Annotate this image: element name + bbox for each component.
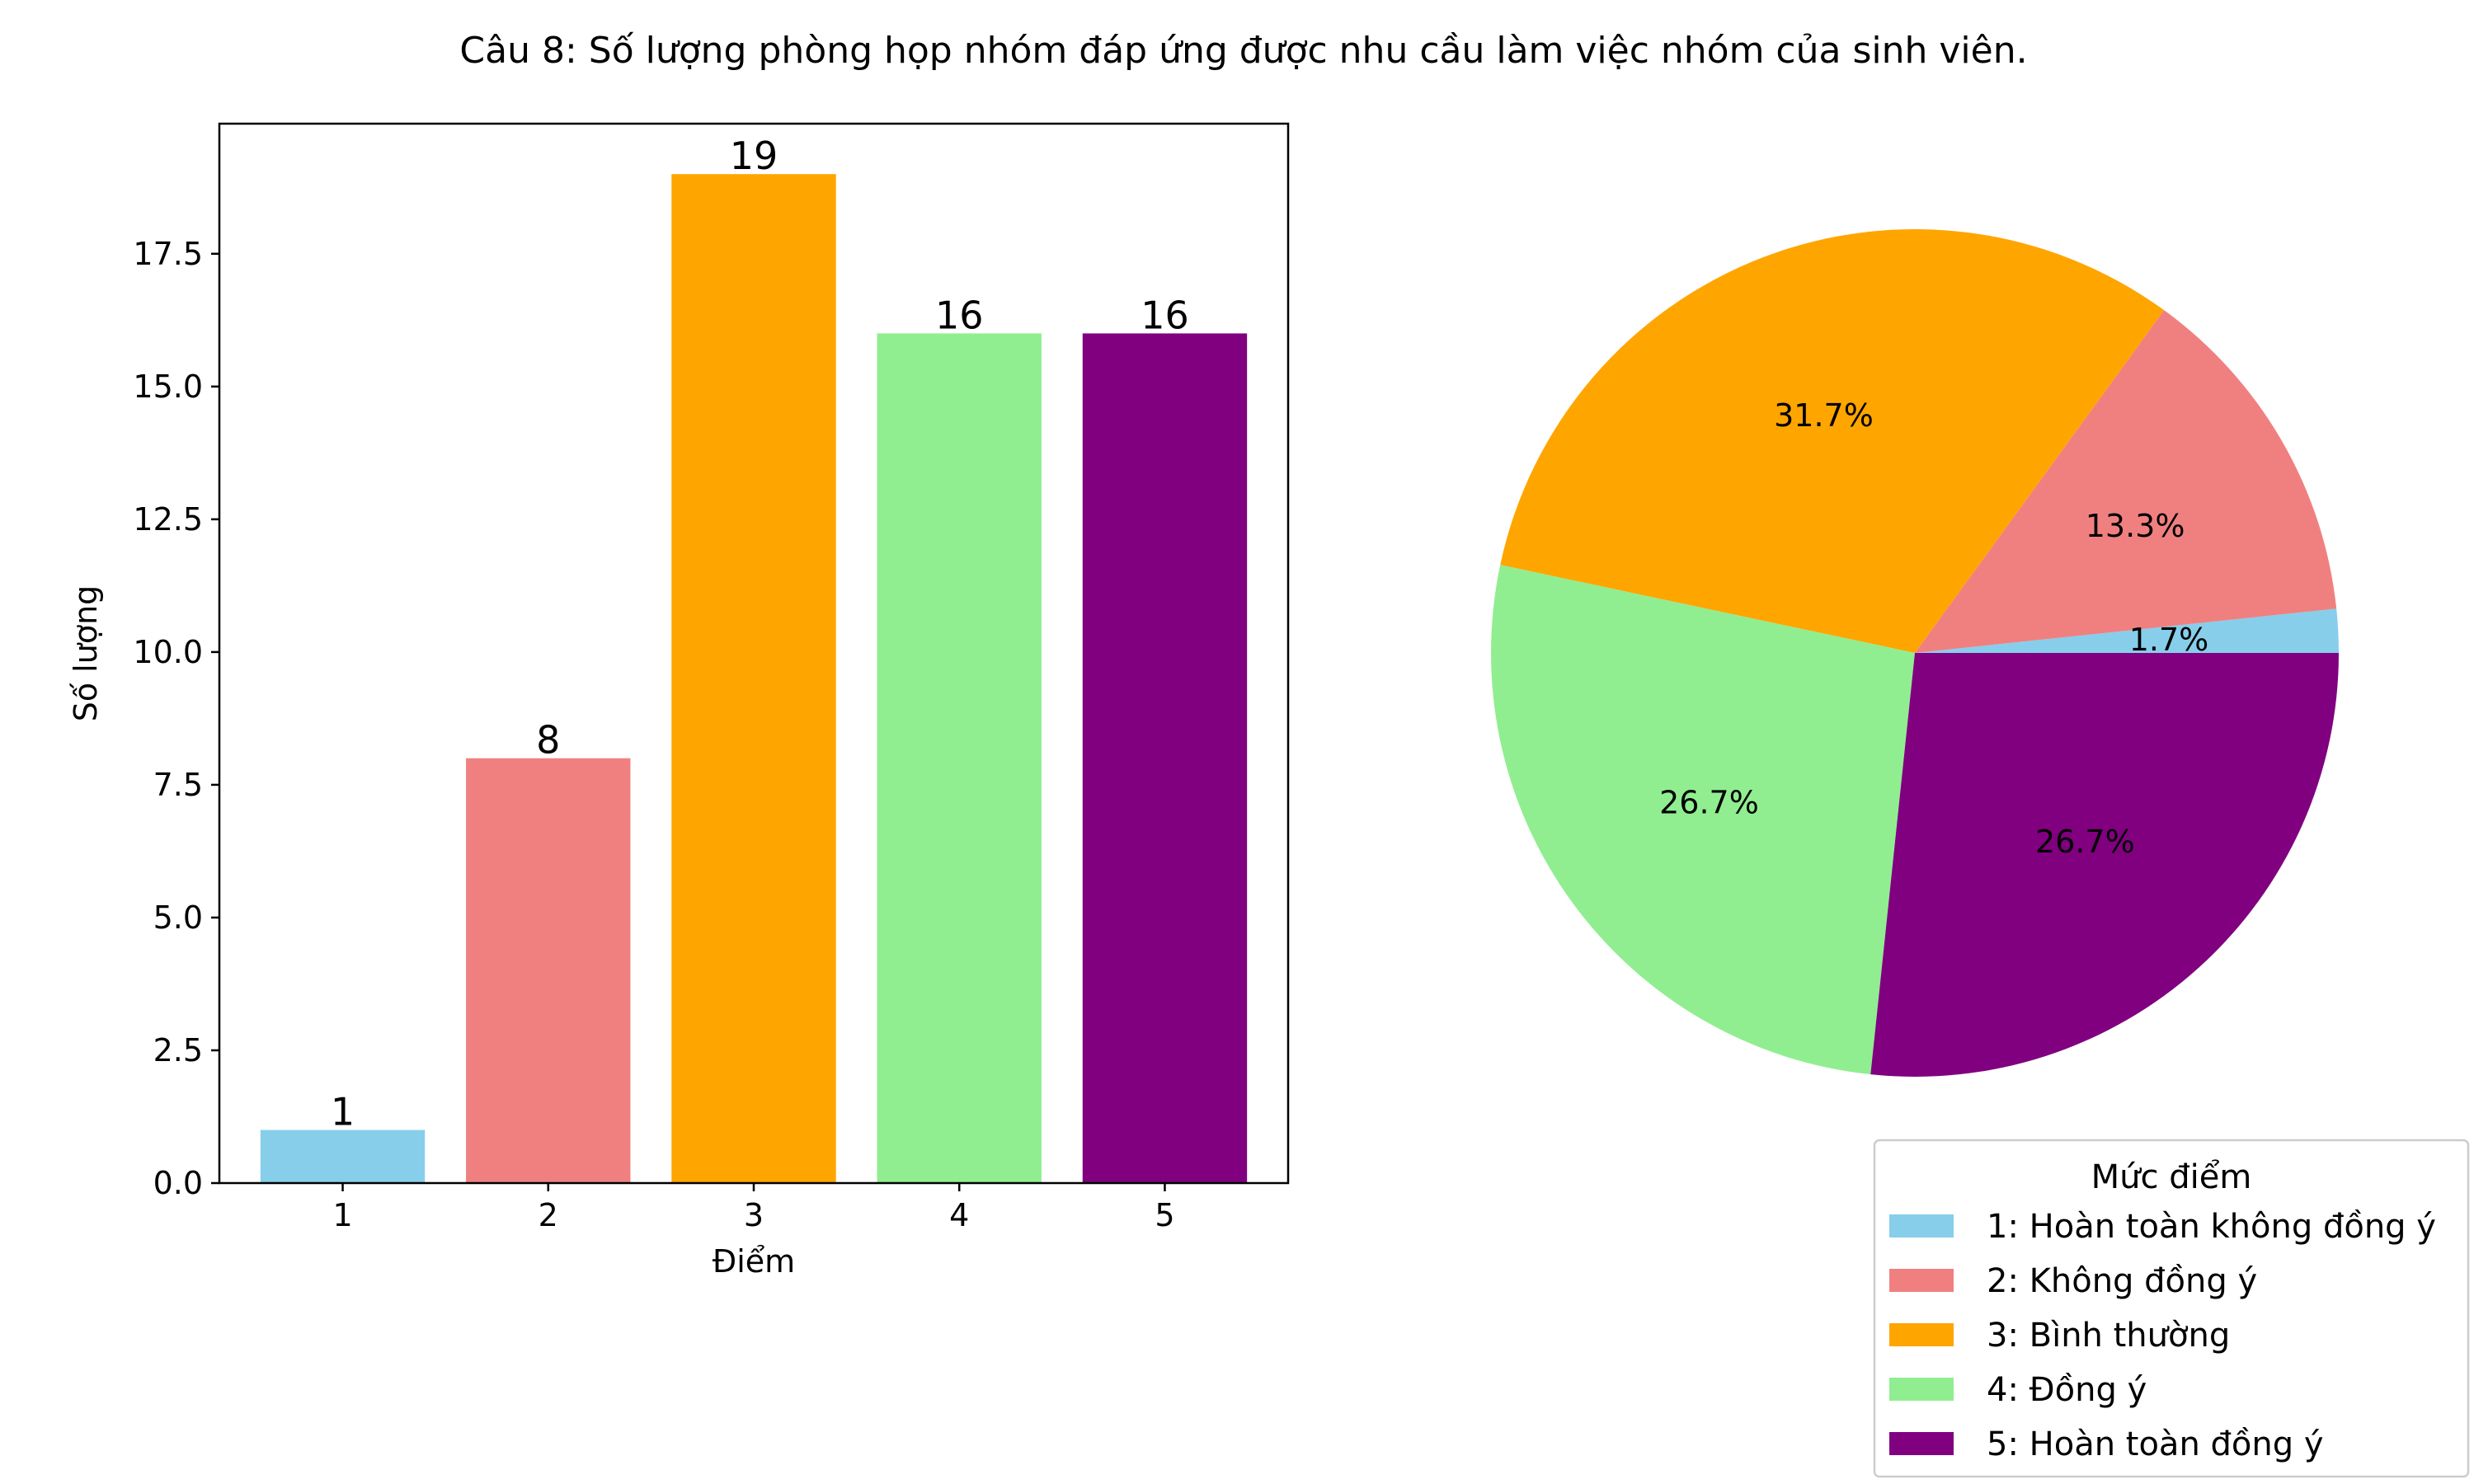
legend-box: [1873, 1139, 2470, 1478]
legend-swatch-3: [1889, 1323, 1954, 1346]
x-tick-label: 5: [1155, 1197, 1174, 1233]
legend-swatch-5: [1889, 1432, 1954, 1455]
y-tick-label: 7.5: [153, 767, 203, 803]
legend-title: Mức điểm: [2091, 1158, 2252, 1196]
x-tick-label: 4: [949, 1197, 969, 1233]
legend-entry-4: 4: Đồng ý: [1987, 1371, 2147, 1409]
y-axis-ticks: 0.0 2.5 5.0 7.5 10.0 12.5 15.0 17.5: [133, 236, 219, 1201]
legend-entry-1: 1: Hoàn toàn không đồng ý: [1987, 1208, 2436, 1246]
pie-percent-labels: 1.7% 13.3% 31.7% 26.7% 26.7%: [1659, 397, 2208, 860]
x-tick-label: 3: [744, 1197, 764, 1233]
pie-chart: 1.7% 13.3% 31.7% 26.7% 26.7%: [1491, 229, 2339, 1077]
pie-percent-label-3: 31.7%: [1774, 397, 1874, 434]
pie-slices-group: [1491, 229, 2339, 1077]
x-axis-label: Điểm: [713, 1243, 795, 1280]
y-axis-label: Số lượng: [68, 585, 104, 722]
y-tick-label: 17.5: [133, 236, 203, 272]
x-axis-ticks: 1 2 3 4 5: [332, 1183, 1175, 1233]
x-tick-label: 2: [539, 1197, 558, 1233]
y-tick-label: 5.0: [153, 899, 203, 936]
legend-swatch-4: [1889, 1378, 1954, 1401]
pie-slice-2: [1915, 310, 2337, 653]
y-tick-label: 0.0: [153, 1165, 203, 1201]
legend-swatch-2: [1889, 1269, 1954, 1292]
pie-legend: Mức điểm 1: Hoàn toàn không đồng ý 2: Khô…: [1873, 1139, 2470, 1478]
bar-data-label-3: 19: [730, 134, 778, 178]
legend-items: 1: Hoàn toàn không đồng ý 2: Không đồng ý…: [1889, 1208, 2436, 1463]
bar-2: [466, 758, 631, 1183]
bar-3: [671, 174, 836, 1184]
legend-entry-3: 3: Bình thường: [1987, 1317, 2230, 1355]
bar-data-label-1: 1: [331, 1090, 355, 1134]
legend-entry-5: 5: Hoàn toàn đồng ý: [1987, 1425, 2324, 1463]
legend-entry-2: 2: Không đồng ý: [1987, 1262, 2257, 1300]
bar-1: [260, 1129, 426, 1183]
pie-slice-3: [1500, 229, 2165, 653]
legend-swatch-1: [1889, 1214, 1954, 1237]
bar-4: [877, 333, 1042, 1183]
bar-chart: 1 8 19 16 16 0.0 2.5 5.0 7.5 10.0 12.5 15.0 17.5 1 2…: [68, 122, 1290, 1280]
y-tick-label: 12.5: [133, 501, 203, 538]
bar-data-label-4: 16: [935, 293, 984, 337]
bars-group: [260, 174, 1248, 1184]
pie-percent-label-5: 26.7%: [2035, 824, 2135, 860]
bar-data-label-5: 16: [1141, 293, 1189, 337]
pie-slice-4: [1491, 565, 1915, 1075]
bar-data-label-2: 8: [536, 718, 560, 763]
pie-percent-label-2: 13.3%: [2086, 508, 2185, 544]
bar-5: [1082, 333, 1248, 1183]
y-tick-label: 10.0: [133, 634, 203, 670]
pie-slice-1: [1915, 608, 2339, 653]
y-tick-label: 2.5: [153, 1032, 203, 1068]
pie-slice-5: [1870, 653, 2339, 1077]
chart-title: Câu 8: Số lượng phòng họp nhóm đáp ứng đ…: [459, 30, 2027, 72]
pie-percent-label-4: 26.7%: [1659, 784, 1759, 820]
pie-percent-label-1: 1.7%: [2129, 622, 2209, 658]
bar-data-labels: 1 8 19 16 16: [331, 134, 1189, 1134]
x-tick-label: 1: [332, 1197, 352, 1233]
y-tick-label: 15.0: [133, 369, 203, 405]
